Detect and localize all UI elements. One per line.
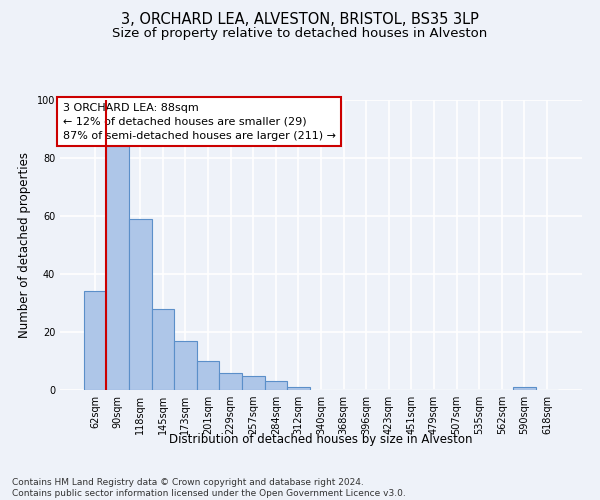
Bar [265,382,287,390]
Text: Size of property relative to detached houses in Alveston: Size of property relative to detached ho… [112,28,488,40]
Bar [106,146,129,390]
Bar [220,372,242,390]
Text: Contains HM Land Registry data © Crown copyright and database right 2024.
Contai: Contains HM Land Registry data © Crown c… [12,478,406,498]
Bar [84,292,106,390]
Bar [129,219,152,390]
Text: 3, ORCHARD LEA, ALVESTON, BRISTOL, BS35 3LP: 3, ORCHARD LEA, ALVESTON, BRISTOL, BS35 … [121,12,479,28]
Y-axis label: Number of detached properties: Number of detached properties [18,152,31,338]
Bar [513,387,536,390]
Bar [197,361,220,390]
Bar [242,376,265,390]
Text: 3 ORCHARD LEA: 88sqm
← 12% of detached houses are smaller (29)
87% of semi-detac: 3 ORCHARD LEA: 88sqm ← 12% of detached h… [62,103,335,141]
Bar [152,309,174,390]
Bar [287,387,310,390]
Bar [174,340,197,390]
Text: Distribution of detached houses by size in Alveston: Distribution of detached houses by size … [169,432,473,446]
